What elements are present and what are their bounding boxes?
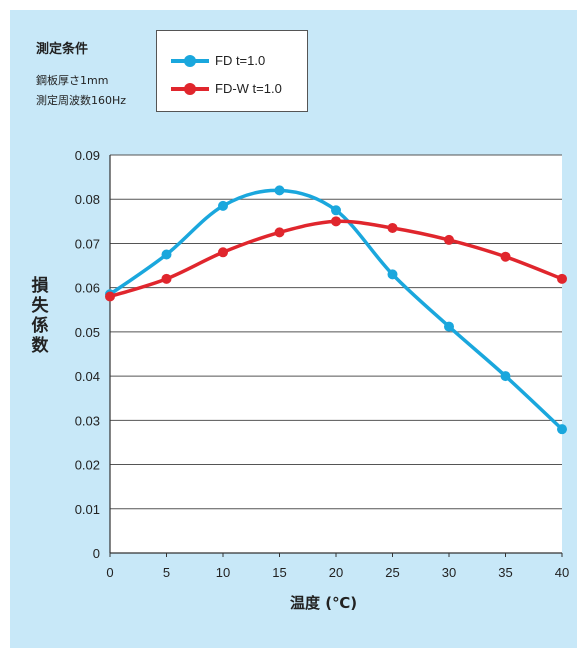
data-point-series-1 [161,273,172,284]
y-tick-label: 0.09 [75,148,100,163]
legend: FD t=1.0 FD-W t=1.0 [156,30,308,112]
conditions-title: 測定条件 [36,42,89,57]
x-tick-label: 20 [329,565,343,580]
data-point-series-1 [105,291,115,302]
legend-swatch-fdw [171,83,209,95]
x-tick-label: 0 [106,565,113,580]
y-tick-label: 0.01 [75,502,100,517]
x-tick-label: 15 [272,565,286,580]
legend-label-fdw: FD-W t=1.0 [215,81,282,96]
data-point-series-1 [331,216,341,227]
y-tick-label: 0.03 [75,413,100,428]
data-point-series-1 [500,251,511,262]
x-tick-label: 10 [216,565,230,580]
x-tick-label: 35 [498,565,512,580]
data-point-series-1 [274,227,285,238]
y-tick-label: 0.05 [75,325,100,340]
y-tick-label: 0 [93,546,100,561]
data-point-series-0 [274,185,285,196]
legend-item-fd: FD t=1.0 [157,51,307,71]
y-tick-label: 0.07 [75,236,100,251]
x-tick-label: 5 [163,565,170,580]
data-point-series-0 [218,200,228,211]
condition-thickness: 鋼板厚さ1mm [36,74,109,87]
data-point-series-0 [444,321,454,332]
y-axis-label: 損失係数 [31,276,49,356]
y-tick-label: 0.02 [75,458,100,473]
data-point-series-0 [387,269,398,280]
y-tick-label: 0.04 [75,369,100,384]
legend-label-fd: FD t=1.0 [215,53,266,68]
x-tick-label: 25 [385,565,399,580]
data-point-series-0 [331,205,341,216]
data-point-series-0 [500,371,511,382]
x-axis-label: 温度 (℃) [290,594,358,612]
y-tick-label: 0.08 [75,192,100,207]
condition-frequency: 測定周波数160Hz [36,94,127,107]
x-tick-label: 40 [555,565,569,580]
y-tick-label: 0.06 [75,281,100,296]
data-point-series-0 [557,424,567,435]
data-point-series-1 [557,273,567,284]
data-point-series-1 [444,234,454,245]
legend-item-fdw: FD-W t=1.0 [157,79,307,99]
x-tick-label: 30 [442,565,456,580]
data-point-series-1 [387,222,398,233]
legend-swatch-fd [171,55,209,67]
data-point-series-1 [218,247,228,258]
data-point-series-0 [161,249,172,260]
